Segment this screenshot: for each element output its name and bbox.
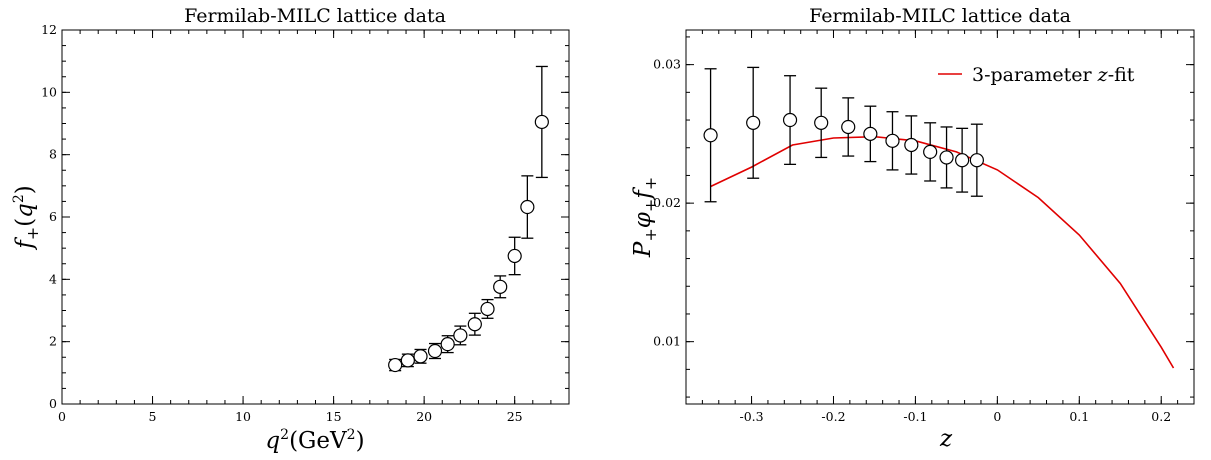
data-point (480, 301, 495, 317)
right-legend: 3-parameter z-fit (938, 64, 1135, 86)
data-point (923, 144, 938, 159)
right-x-axis-label: z (939, 426, 953, 452)
data-point (520, 199, 535, 215)
y-tick-label: 0.01 (653, 334, 681, 349)
x-tick-label: -0.3 (739, 409, 763, 424)
data-point (534, 114, 549, 130)
x-tick-label: 25 (507, 409, 523, 424)
fit-curve-line (710, 135, 1175, 369)
y-tick-label: 8 (49, 147, 57, 162)
left-plot-frame (61, 29, 570, 405)
data-point (467, 317, 482, 332)
data-point (453, 328, 468, 343)
left-chart: Fermilab-MILC lattice data 0 5 10 15 20 25 0 2 4… (11, 5, 570, 454)
data-point (955, 153, 970, 168)
data-point (904, 137, 919, 153)
right-plot-frame (685, 29, 1195, 405)
x-tick-label: 5 (149, 409, 157, 424)
y-tick-label: 2 (49, 334, 57, 349)
legend-label-z-fit: 3-parameter z-fit (972, 64, 1135, 86)
right-y-axis-label: P+φ+f+ (630, 177, 660, 258)
data-point (440, 337, 455, 352)
x-tick-label: 10 (235, 409, 251, 424)
data-point (863, 126, 878, 141)
x-tick-label: 0.2 (1151, 409, 1171, 424)
data-point (969, 153, 984, 168)
data-point (427, 343, 443, 359)
y-tick-label: 0.03 (653, 57, 681, 72)
x-tick-label: -0.2 (821, 409, 845, 424)
y-tick-label: 10 (41, 84, 57, 99)
left-data-marks (388, 65, 549, 373)
data-point (507, 248, 522, 264)
x-tick-label: 0 (993, 409, 1001, 424)
y-tick-label: 0 (49, 396, 57, 411)
right-ticks: -0.3 -0.2 -0.1 0 0.1 0.2 0.01 0.02 0.03 (653, 30, 1195, 424)
data-point (413, 349, 428, 364)
right-chart: Fermilab-MILC lattice data -0.3 -0.2 -0.1 0… (630, 5, 1195, 452)
right-fit-curve (710, 135, 1175, 369)
data-point (782, 112, 798, 128)
y-tick-label: 0.02 (653, 195, 681, 210)
data-point (388, 357, 403, 373)
x-tick-label: 15 (326, 409, 342, 424)
y-tick-label: 6 (49, 209, 57, 224)
x-tick-label: 0.1 (1069, 409, 1089, 424)
data-point (703, 128, 718, 143)
left-y-axis-label: f+(q2) (11, 185, 42, 251)
data-point (939, 150, 954, 165)
right-chart-title: Fermilab-MILC lattice data (809, 5, 1071, 27)
x-tick-label: 20 (416, 409, 432, 424)
right-data-marks (703, 66, 984, 203)
data-point (841, 119, 856, 135)
data-point (885, 133, 900, 148)
data-point (746, 115, 761, 130)
data-point (814, 115, 829, 130)
y-tick-label: 4 (49, 271, 57, 286)
left-ticks: 0 5 10 15 20 25 0 2 4 6 8 10 12 (41, 22, 570, 424)
y-tick-label: 12 (41, 22, 57, 37)
left-chart-title: Fermilab-MILC lattice data (184, 5, 446, 27)
x-tick-label: 0 (58, 409, 66, 424)
x-tick-label: -0.1 (903, 409, 927, 424)
data-point (493, 279, 508, 294)
left-x-axis-label: q2(GeV2) (265, 427, 364, 454)
data-point (400, 353, 415, 368)
